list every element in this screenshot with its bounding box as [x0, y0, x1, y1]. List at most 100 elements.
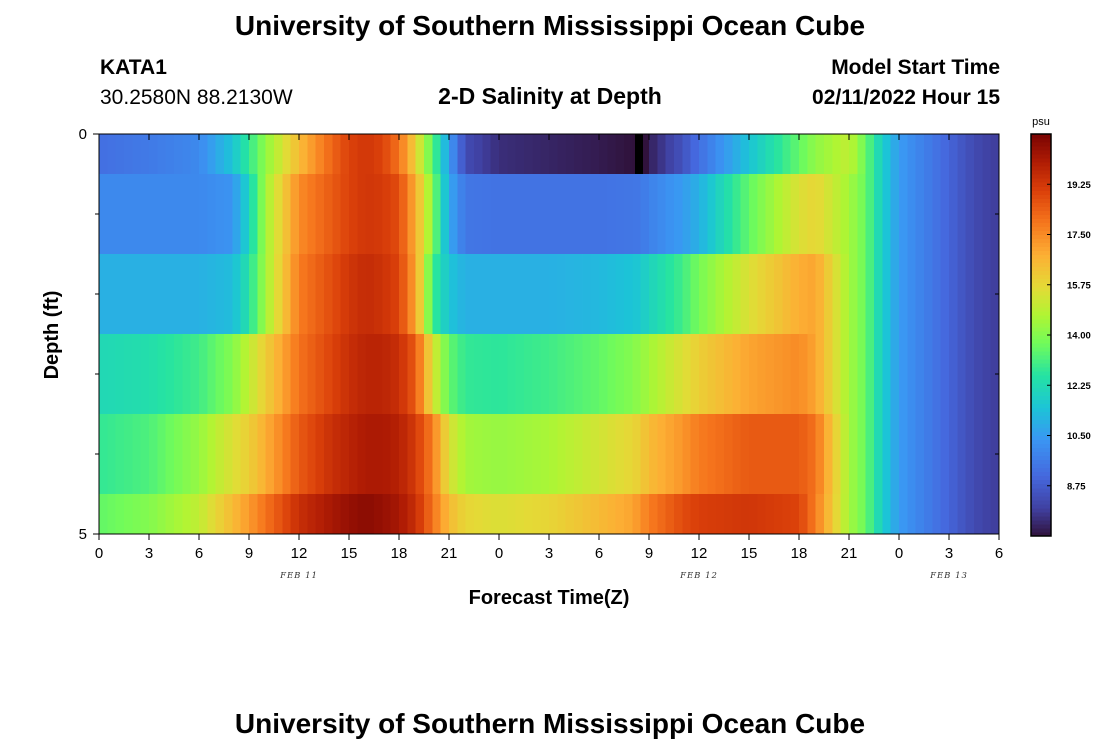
colorbar-segment	[1031, 351, 1051, 356]
heatmap-cell	[132, 494, 142, 534]
plot-subtitle: 2-D Salinity at Depth	[438, 83, 662, 109]
heatmap-cell	[124, 494, 133, 534]
heatmap-cell	[282, 174, 292, 254]
heatmap-cell	[890, 254, 900, 334]
heatmap-cell	[315, 174, 325, 254]
heatmap-cell	[724, 334, 733, 414]
heatmap-cell	[624, 254, 633, 334]
heatmap-cell	[140, 414, 150, 494]
heatmap-cell	[732, 494, 742, 534]
heatmap-cell	[282, 254, 292, 334]
heatmap-cell	[249, 334, 258, 414]
x-tick-label: 15	[741, 545, 758, 562]
heatmap-cell	[907, 174, 917, 254]
colorbar-segment	[1031, 250, 1051, 256]
heatmap-cell	[807, 174, 817, 254]
heatmap-cell	[615, 334, 625, 414]
heatmap-cell	[282, 334, 292, 414]
heatmap	[99, 134, 1000, 534]
heatmap-cell	[115, 174, 125, 254]
colorbar-segment	[1031, 254, 1051, 260]
y-axis-title: Depth (ft)	[41, 291, 63, 380]
colorbar-segment	[1031, 447, 1051, 453]
colorbar-segment	[1031, 443, 1051, 449]
heatmap-cell	[749, 174, 758, 254]
heatmap-cell	[974, 254, 983, 334]
colorbar: 8.75 10.50 12.25 14.00 15.75 17.50 19.25	[1030, 133, 1091, 537]
heatmap-cell	[165, 494, 175, 534]
heatmap-cell	[357, 254, 367, 334]
heatmap-cell	[257, 414, 267, 494]
heatmap-cell	[465, 334, 475, 414]
heatmap-cell	[132, 134, 142, 174]
heatmap-cell	[457, 334, 467, 414]
heatmap-cell	[199, 334, 208, 414]
heatmap-cell	[207, 174, 217, 254]
colorbar-segment	[1031, 294, 1051, 300]
heatmap-cell	[307, 254, 317, 334]
colorbar-segment	[1031, 202, 1051, 207]
heatmap-cell	[824, 414, 833, 494]
x-tick-label: 0	[895, 545, 903, 562]
heatmap-cell	[682, 254, 692, 334]
heatmap-cell	[507, 134, 517, 174]
heatmap-cell	[515, 254, 525, 334]
heatmap-cell	[324, 414, 333, 494]
heatmap-cell	[690, 254, 700, 334]
heatmap-cell	[149, 134, 158, 174]
heatmap-cell	[357, 334, 367, 414]
y-tick-label: 5	[79, 526, 87, 543]
model-start-value: 02/11/2022 Hour 15	[812, 86, 1000, 109]
heatmap-cell	[890, 174, 900, 254]
heatmap-cell	[465, 134, 475, 174]
heatmap-cell	[390, 174, 400, 254]
heatmap-cell	[832, 494, 842, 534]
heatmap-cell	[515, 414, 525, 494]
heatmap-cell	[257, 334, 267, 414]
x-tick-label: 6	[195, 545, 203, 562]
heatmap-cell	[640, 334, 650, 414]
heatmap-cell	[649, 134, 658, 174]
heatmap-cell	[832, 134, 842, 174]
heatmap-cell	[590, 134, 600, 174]
heatmap-cell	[840, 414, 850, 494]
heatmap-cell	[324, 494, 333, 534]
heatmap-cell	[215, 494, 225, 534]
colorbar-segment	[1031, 467, 1051, 473]
heatmap-cell	[690, 174, 700, 254]
heatmap-cell	[765, 254, 775, 334]
heatmap-cell	[740, 334, 750, 414]
heatmap-cell	[174, 134, 183, 174]
colorbar-segment	[1031, 511, 1051, 517]
heatmap-cell	[415, 134, 425, 174]
heatmap-cell	[565, 174, 575, 254]
colorbar-segment	[1031, 371, 1051, 376]
heatmap-cell	[849, 254, 858, 334]
colorbar-segment	[1031, 230, 1051, 235]
heatmap-cell	[515, 494, 525, 534]
heatmap-cell	[257, 174, 267, 254]
heatmap-cell	[674, 334, 683, 414]
heatmap-cell	[557, 414, 567, 494]
heatmap-cell	[182, 334, 192, 414]
heatmap-cell	[215, 414, 225, 494]
heatmap-cell	[407, 414, 417, 494]
x-tick-label: 3	[545, 545, 553, 562]
colorbar-segment	[1031, 379, 1051, 384]
heatmap-cell	[682, 134, 692, 174]
heatmap-cell	[190, 254, 200, 334]
heatmap-cell	[99, 134, 108, 174]
model-start-label: Model Start Time	[831, 56, 1000, 79]
heatmap-cell	[199, 494, 208, 534]
heatmap-cell	[815, 414, 825, 494]
heatmap-cell	[699, 174, 708, 254]
heatmap-cell	[824, 134, 833, 174]
colorbar-segment	[1031, 415, 1051, 420]
heatmap-cell	[132, 334, 142, 414]
heatmap-cell	[799, 174, 808, 254]
heatmap-cell	[715, 174, 725, 254]
heatmap-cell	[874, 334, 883, 414]
heatmap-cell	[782, 494, 792, 534]
heatmap-cell	[149, 334, 158, 414]
heatmap-cell	[665, 254, 675, 334]
